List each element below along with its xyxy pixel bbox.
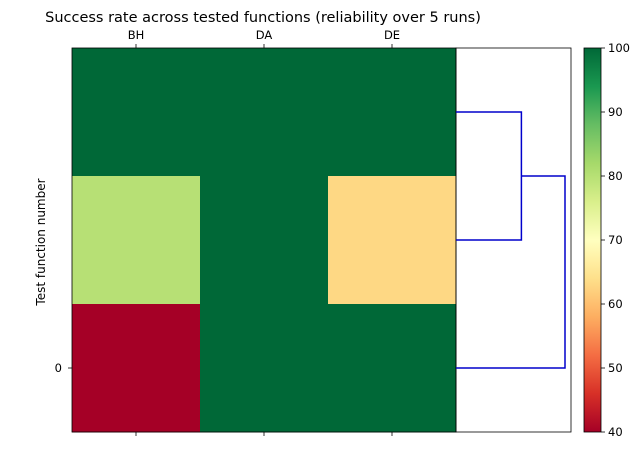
heatmap-cell [200,176,329,305]
y-axis-label: Test function number [34,178,48,306]
column-ticks: BH DA DE [128,28,400,436]
column-tick-label: DA [256,28,273,42]
dendrogram [456,111,566,369]
colorbar-tick-label: 60 [608,297,623,311]
heatmap-cell [72,48,201,177]
heatmap-cell [200,48,329,177]
colorbar-tick-label: 100 [608,41,630,55]
heatmap-cells [72,48,457,433]
heatmap-cell [72,304,201,433]
heatmap-cell [328,176,457,305]
colorbar-ticks: 40 50 60 70 80 90 100 [601,41,630,439]
colorbar-tick-label: 70 [608,233,623,247]
dendrogram-link [456,175,566,369]
row-ticks: 0 [55,361,72,375]
chart-title: Success rate across tested functions (re… [45,10,481,26]
heatmap-cell [328,304,457,433]
column-tick-label: BH [128,28,145,42]
colorbar [583,47,602,433]
heatmap-cell [200,304,329,433]
colorbar-tick-label: 50 [608,361,623,375]
heatmap-cell [72,176,201,305]
heatmap-cell [328,48,457,177]
column-tick-label: DE [384,28,400,42]
colorbar-tick-label: 40 [608,425,623,439]
colorbar-tick-label: 90 [608,105,623,119]
dendrogram-link [456,111,523,241]
colorbar-tick-label: 80 [608,169,623,183]
row-tick-label: 0 [55,361,62,375]
